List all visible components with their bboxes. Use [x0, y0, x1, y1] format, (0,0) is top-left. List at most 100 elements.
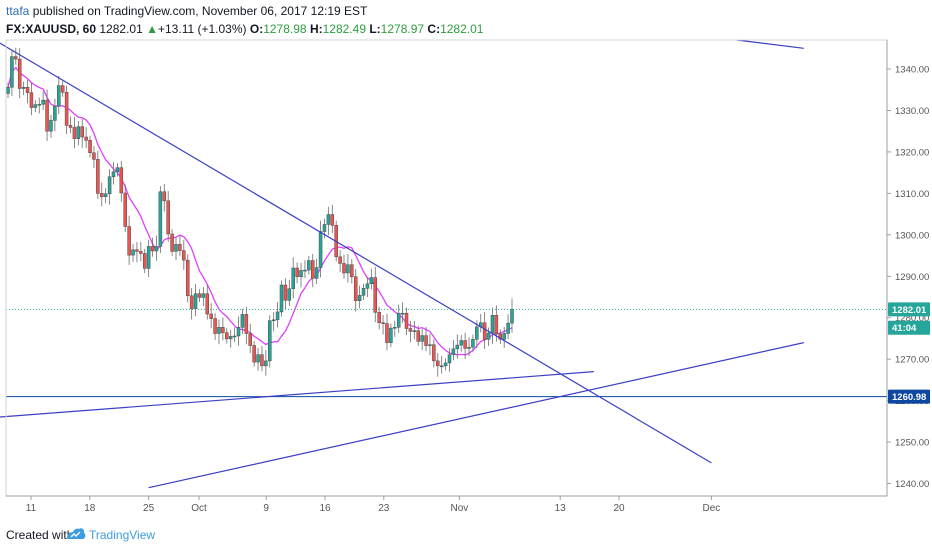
candle-body — [295, 267, 299, 277]
candle-body — [260, 354, 264, 367]
candle-body — [369, 277, 374, 285]
candle-body — [248, 333, 252, 346]
candle-body — [213, 318, 217, 334]
candle-body — [68, 125, 73, 128]
x-tick-label: Dec — [703, 503, 721, 514]
candle-body — [346, 264, 350, 274]
candle-body — [455, 344, 460, 350]
trendline[interactable] — [736, 39, 804, 49]
open-value: 1278.98 — [263, 22, 307, 36]
candle-body — [510, 309, 514, 324]
trendline[interactable] — [0, 371, 594, 418]
candle-body — [135, 249, 139, 252]
candle-body — [436, 360, 440, 367]
candle-body — [225, 332, 229, 340]
candle-body — [357, 295, 362, 301]
high-label: H: — [309, 22, 323, 36]
candle-body — [467, 346, 471, 349]
created-with-text: Created with — [6, 528, 74, 542]
high-value: 1282.49 — [322, 22, 366, 36]
candle-body — [471, 339, 475, 348]
price-chart[interactable]: 1240.001250.001260.001270.001280.001290.… — [0, 0, 932, 520]
candle-body — [264, 360, 268, 367]
candle-body — [381, 322, 385, 324]
candle-body — [21, 87, 26, 89]
candle-body — [404, 312, 409, 329]
change-value: +13.11 (+1.03%) — [158, 22, 247, 36]
plot-frame — [5, 39, 888, 497]
candle-body — [393, 327, 397, 329]
candle-body — [400, 312, 405, 315]
candle-body — [459, 340, 463, 346]
candle-body — [240, 314, 245, 328]
published-text: published on TradingView.com, November 0… — [32, 4, 368, 18]
candle-body — [205, 293, 210, 315]
x-tick-label: 23 — [378, 503, 390, 514]
x-tick-label: 16 — [319, 503, 331, 514]
price-label-box — [888, 302, 930, 317]
candle-body — [451, 348, 456, 355]
symbol-label[interactable]: FX:XAUUSD, 60 — [6, 22, 97, 36]
trendline[interactable] — [0, 32, 712, 464]
last-price: 1282.01 — [99, 22, 143, 36]
candle-body — [439, 365, 444, 368]
candle-body — [361, 288, 366, 296]
candle-body — [475, 326, 479, 340]
candle-body — [389, 327, 393, 343]
price-label: 1260.98 — [892, 392, 926, 403]
trendline[interactable] — [148, 342, 804, 489]
author-link[interactable]: ttafa — [6, 4, 30, 18]
candle-body — [14, 56, 18, 60]
candle-body — [490, 315, 495, 334]
x-tick-label: Nov — [451, 503, 469, 514]
candle-body — [139, 251, 143, 254]
candle-body — [17, 58, 22, 89]
candle-body — [49, 120, 53, 132]
candle-body — [45, 99, 49, 132]
candle-body — [60, 85, 65, 93]
y-tick-label: 1340.00 — [895, 65, 929, 76]
candle-body — [447, 354, 452, 364]
candle-body — [463, 340, 467, 349]
y-axis-ticks: 1240.001250.001260.001270.001280.001290.… — [887, 65, 929, 490]
candle-body — [142, 253, 147, 269]
candle-body — [377, 312, 381, 323]
candle-body — [57, 85, 61, 107]
candle-body — [326, 214, 331, 225]
candle-body — [209, 313, 213, 319]
axes — [5, 39, 888, 497]
moving-average — [7, 66, 513, 356]
candle-body — [88, 140, 92, 154]
candle-body — [314, 267, 319, 279]
candle-body — [303, 269, 307, 272]
candle-body — [174, 244, 178, 252]
candle-body — [10, 56, 14, 88]
low-label: L: — [369, 22, 381, 36]
chart-header: ttafa published on TradingView.com, Nove… — [0, 0, 932, 40]
candle-body — [494, 315, 499, 335]
candle-body — [318, 231, 323, 268]
candle-body — [115, 167, 120, 173]
y-tick-label: 1310.00 — [895, 189, 929, 200]
candle-body — [146, 246, 151, 269]
candle-body — [322, 224, 327, 232]
candle-body — [283, 284, 288, 301]
candle-body — [182, 250, 186, 261]
candle-body — [232, 335, 237, 338]
tradingview-brand[interactable]: TradingView — [89, 528, 156, 542]
x-tick-label: 11 — [26, 503, 37, 514]
x-tick-label: 20 — [613, 503, 625, 514]
candle-body — [412, 330, 417, 332]
tradingview-logo-icon[interactable] — [66, 526, 86, 547]
candle-body — [178, 244, 182, 251]
candle-body — [189, 295, 194, 309]
trendlines[interactable] — [0, 32, 804, 489]
candle-body — [162, 191, 167, 202]
candle-body — [416, 330, 420, 342]
candle-body — [342, 263, 346, 274]
candle-body — [338, 256, 342, 264]
candle-body — [330, 214, 335, 226]
candle-body — [275, 311, 280, 321]
publish-info: ttafa published on TradingView.com, Nove… — [6, 4, 367, 18]
candle-body — [256, 354, 260, 363]
